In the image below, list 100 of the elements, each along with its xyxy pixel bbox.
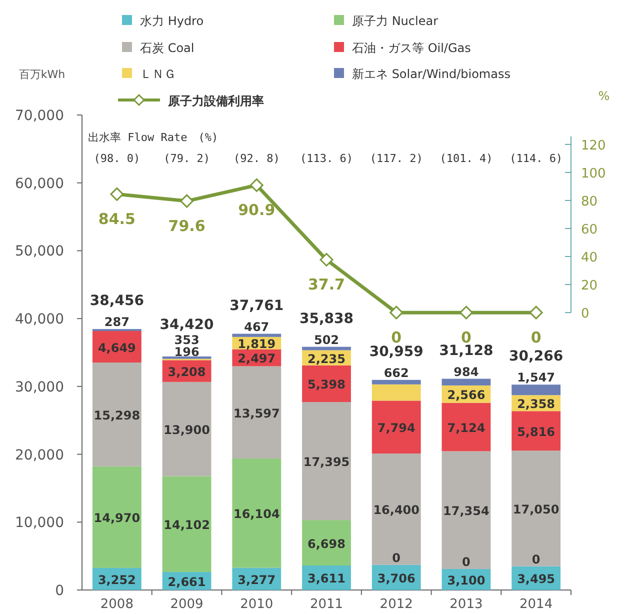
legend-label: ＬＮＧ: [140, 67, 176, 81]
data-label: 37.7: [308, 276, 346, 294]
bar: [162, 356, 212, 359]
y2-tick-label: 40: [581, 250, 598, 266]
total-label: 31,128: [439, 342, 494, 359]
point: [320, 252, 334, 266]
data-label: 2,358: [517, 397, 556, 412]
x-tick-label: 2012: [380, 597, 413, 612]
bar: [442, 451, 491, 569]
data-label: 2,566: [447, 388, 486, 402]
data-label: 17,354: [443, 504, 490, 518]
y-tick-label: 60,000: [15, 176, 64, 192]
bar: [442, 402, 491, 452]
bar: [442, 378, 491, 386]
data-label: 3,495: [517, 572, 556, 586]
total-label: 30,266: [509, 348, 564, 365]
data-label: 984: [454, 364, 479, 379]
y-tick-label: 0: [55, 583, 64, 599]
y2-tick-label: 0: [581, 306, 590, 322]
data-label: 467: [244, 320, 270, 334]
x-tick-label: 2013: [450, 597, 483, 612]
annotation: (92. 8): [233, 152, 280, 165]
point: [250, 178, 264, 192]
x-tick-label: 2010: [240, 597, 274, 612]
data-label: 17,395: [303, 455, 350, 470]
data-label: 4,649: [98, 340, 136, 355]
x-tick-label: 2014: [520, 597, 553, 612]
bar: [512, 384, 561, 396]
legend-label: 石炭 Coal: [140, 41, 194, 55]
annotation: (79. 2): [164, 152, 210, 165]
bar: [162, 476, 212, 572]
point: [459, 306, 473, 320]
y-tick-label: 20,000: [15, 447, 64, 464]
bar: [302, 402, 351, 520]
bar: [162, 382, 212, 476]
y-tick-label: 30,000: [15, 379, 64, 396]
data-label: 14,102: [164, 518, 210, 532]
total-label: 35,838: [299, 310, 354, 327]
data-label: 0: [530, 328, 542, 347]
bar: [232, 366, 282, 458]
annotation: 0: [392, 550, 401, 565]
annotation: (101. 4): [440, 152, 493, 165]
data-label: 5,398: [308, 378, 346, 392]
data-label: 3,706: [377, 571, 416, 586]
legend-label: 新エネ Solar/Wind/biomass: [352, 67, 510, 81]
y2-tick-label: 20: [581, 278, 598, 294]
bar: [92, 362, 142, 466]
y-tick-label: 10,000: [15, 515, 64, 532]
data-label: 7,124: [447, 421, 486, 436]
annotation: (114. 6): [510, 152, 563, 165]
data-label: 14,970: [94, 511, 140, 526]
bar: [372, 454, 421, 565]
bar: [512, 450, 561, 566]
x-tick-label: 2008: [100, 597, 134, 612]
y2-axis-title: %: [598, 89, 610, 103]
annotation: (113. 6): [300, 152, 353, 165]
bar: [372, 400, 421, 454]
legend-label: 水力 Hydro: [140, 14, 204, 28]
data-label: 16,104: [233, 507, 280, 522]
data-label: 502: [314, 332, 340, 347]
y-axis-title: 百万kWh: [18, 68, 66, 81]
y-tick-label: 50,000: [15, 244, 64, 260]
data-label: 3,611: [308, 572, 346, 586]
data-label: 13,900: [164, 423, 210, 438]
total-label: 37,761: [230, 298, 284, 314]
total-label: 34,420: [160, 316, 214, 333]
legend-label: 原子力 Nuclear: [352, 14, 438, 28]
x-tick-label: 2011: [310, 597, 344, 612]
bar: [512, 411, 561, 451]
data-label: 3,252: [98, 572, 136, 587]
annotation: 出水率 Flow Rate (%): [88, 131, 218, 144]
data-label: 3,277: [238, 572, 276, 587]
data-label: 6,698: [308, 536, 346, 551]
bar: [372, 380, 421, 384]
bar: [92, 466, 142, 568]
data-label: 3,208: [168, 365, 206, 380]
legend-label: 石油・ガス等 Oil/Gas: [352, 41, 471, 55]
annotation: 0: [532, 552, 540, 566]
data-label: 1,547: [517, 370, 556, 385]
data-label: 7,794: [377, 421, 416, 436]
data-label: 90.9: [238, 201, 276, 220]
y2-tick-label: 100: [581, 166, 606, 182]
point: [180, 194, 194, 208]
data-label: 2,497: [238, 352, 276, 366]
y-tick-label: 40,000: [15, 312, 64, 328]
bar: [232, 458, 282, 568]
annotation: (117. 2): [370, 152, 423, 165]
legend-label: 原子力設備利用率: [167, 94, 264, 108]
y2-tick-label: 60: [581, 222, 598, 238]
data-label: 13,597: [233, 406, 280, 420]
data-label: 16,400: [373, 503, 420, 518]
point: [110, 187, 124, 201]
annotation: 0: [462, 554, 470, 569]
point: [529, 306, 543, 320]
data-label: 5,816: [517, 424, 556, 439]
bar: [372, 384, 421, 401]
data-label: 662: [384, 366, 409, 380]
data-label: 3,100: [447, 573, 486, 588]
data-label: 79.6: [168, 217, 206, 236]
data-label: 287: [104, 315, 130, 330]
